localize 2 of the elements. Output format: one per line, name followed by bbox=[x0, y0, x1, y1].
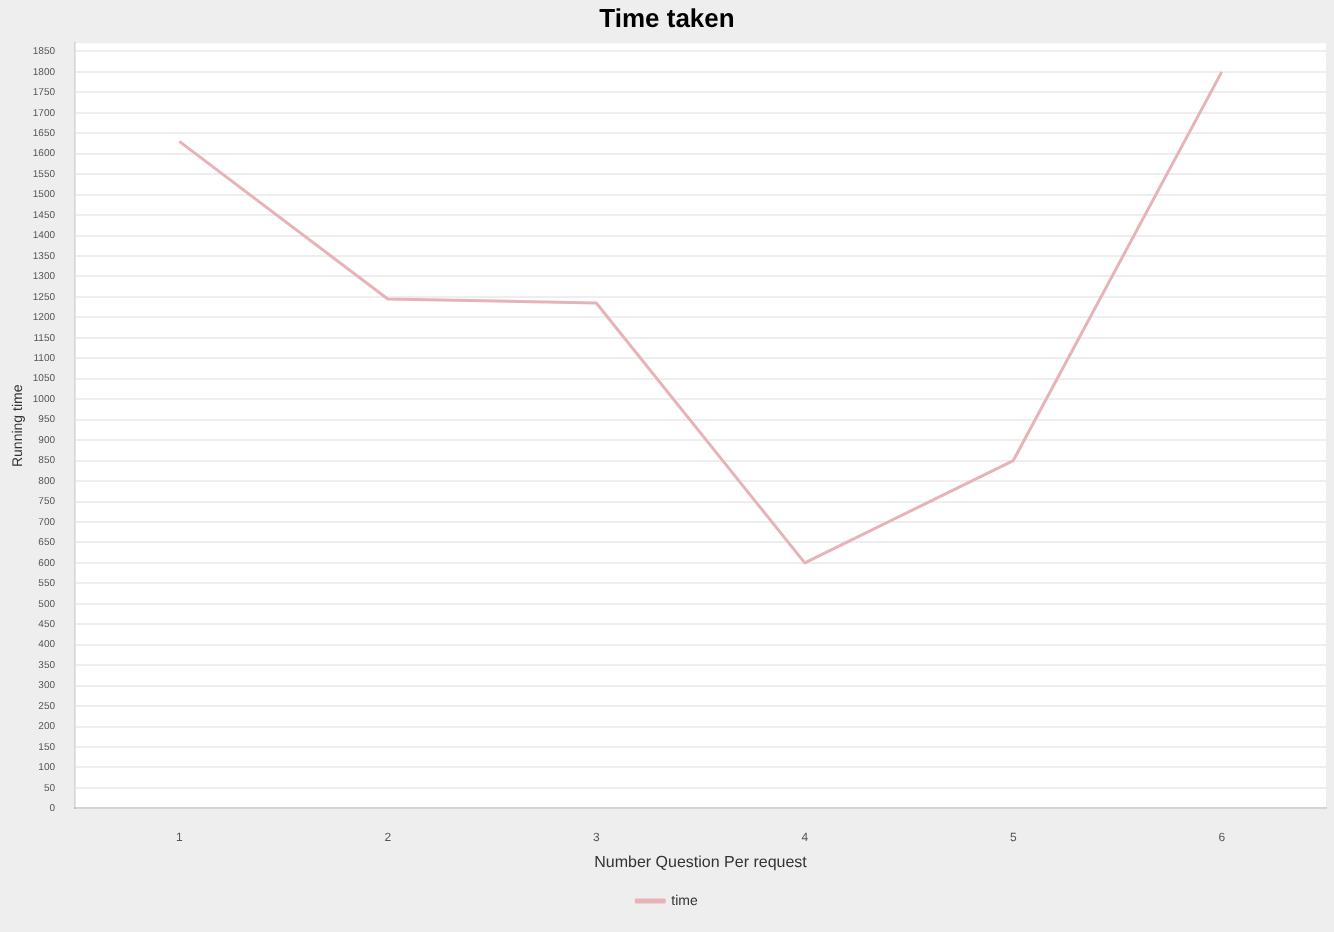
x-axis-title: Number Question Per request bbox=[594, 852, 809, 871]
chart-title: Time taken bbox=[599, 2, 735, 33]
